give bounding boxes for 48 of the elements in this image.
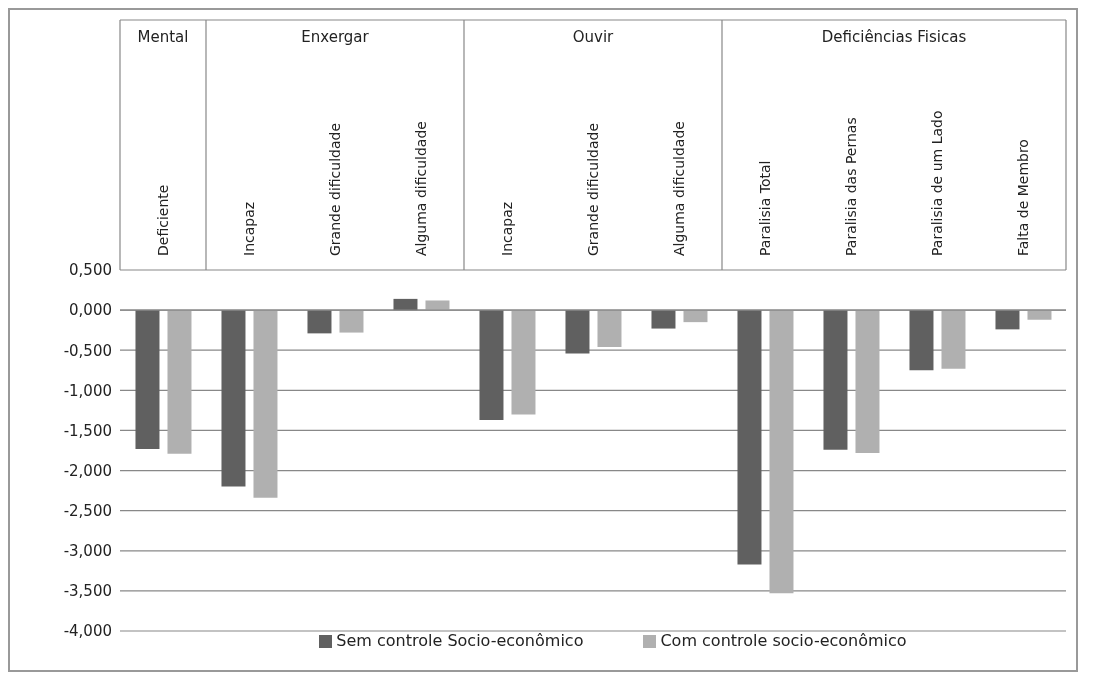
x-tick-label: Deficiente xyxy=(155,184,171,256)
x-tick-label: Grande dificuldade xyxy=(585,122,601,256)
x-tick-label: Paralisia Total xyxy=(757,160,773,256)
text: Enxergar xyxy=(301,28,370,46)
legend-label: Sem controle Socio-econômico xyxy=(336,631,584,650)
bar xyxy=(307,310,332,334)
text: Mental xyxy=(137,28,189,46)
x-tick-label: Falta de Membro xyxy=(1015,139,1031,256)
bar xyxy=(1027,310,1052,320)
x-tick-label: Grande dificuldade xyxy=(327,122,343,256)
bar xyxy=(683,310,708,323)
bar xyxy=(909,310,934,371)
y-tick-label: -2,000 xyxy=(63,461,112,480)
y-tick-label: -3,500 xyxy=(63,582,112,601)
bar xyxy=(221,310,246,487)
y-tick-label: 0,000 xyxy=(69,301,112,320)
bar xyxy=(597,310,622,348)
y-tick-label: -2,500 xyxy=(63,501,112,520)
bar xyxy=(823,310,848,450)
bar xyxy=(565,310,590,354)
y-tick-label: -4,000 xyxy=(63,622,112,641)
bar xyxy=(651,310,676,329)
x-tick-label: Paralisia das Pernas xyxy=(843,117,859,256)
y-tick-label: 0,500 xyxy=(69,261,112,280)
x-tick-label: Alguma dificuldade xyxy=(413,121,429,256)
bar xyxy=(339,310,364,333)
y-tick-label: -1,000 xyxy=(63,381,112,400)
text: Deficiências Fisicas xyxy=(821,28,967,46)
x-tick-label: Paralisia de um Lado xyxy=(929,110,945,256)
bar xyxy=(167,310,192,454)
text: Ouvir xyxy=(572,28,615,46)
x-tick-label: Incapaz xyxy=(241,201,257,256)
bar xyxy=(425,300,450,311)
x-tick-label: Alguma dificuldade xyxy=(671,121,687,256)
bar xyxy=(135,310,160,449)
y-tick-label: -0,500 xyxy=(63,341,112,360)
y-tick-label: -1,500 xyxy=(63,421,112,440)
legend-label: Com controle socio-econômico xyxy=(660,631,907,650)
x-tick-label: Incapaz xyxy=(499,201,515,256)
y-tick-label: -3,000 xyxy=(63,542,112,561)
bar xyxy=(769,310,794,594)
bar xyxy=(253,310,278,498)
bar xyxy=(511,310,536,415)
bar xyxy=(479,310,504,421)
bar xyxy=(995,310,1020,330)
bar xyxy=(855,310,880,453)
bar xyxy=(941,310,966,369)
bar xyxy=(737,310,762,565)
